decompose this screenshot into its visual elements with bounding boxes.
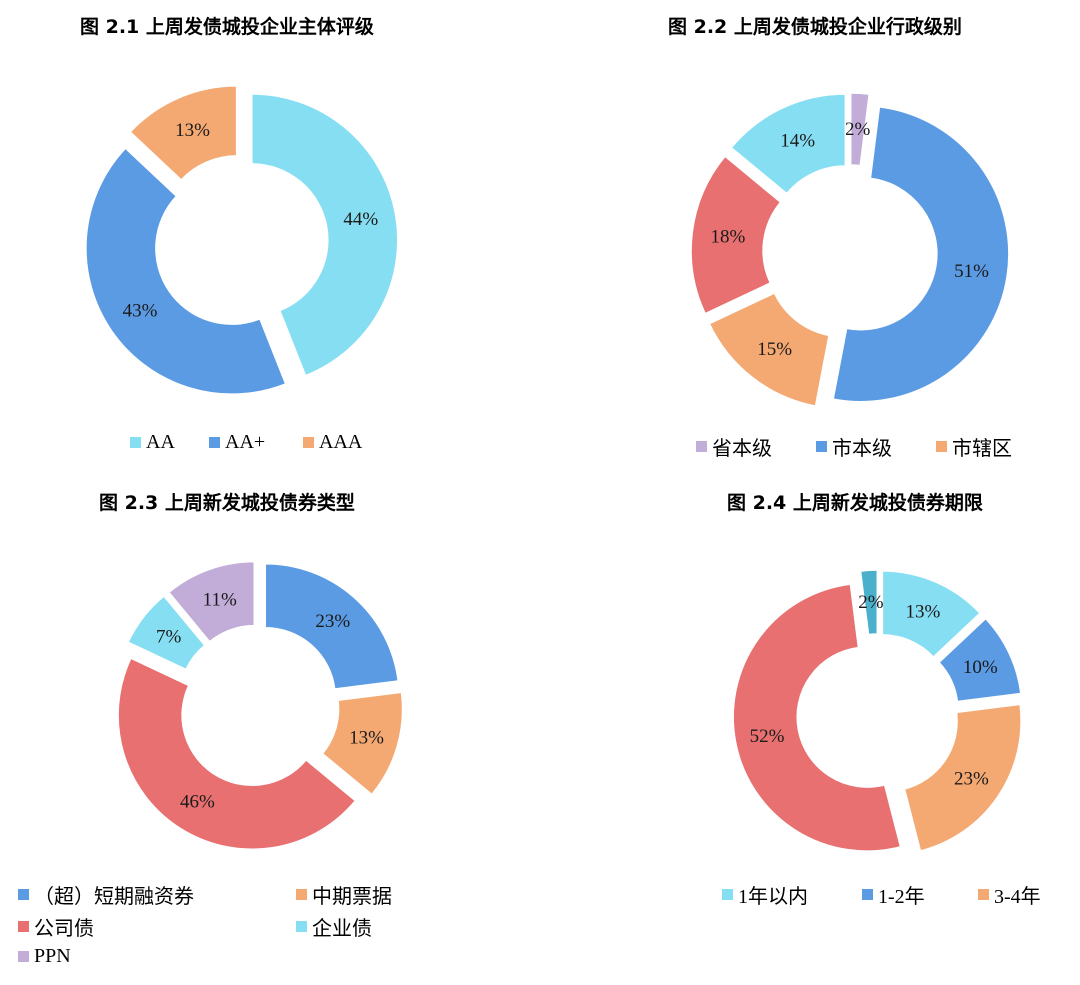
chart-4-title: 图 2.4 上周新发城投债券期限: [727, 492, 983, 514]
legend-item: AAA: [303, 431, 362, 454]
legend-label: 1-2年: [878, 886, 925, 908]
slice-data-label: 23%: [315, 611, 350, 632]
donut-slice: [264, 562, 400, 690]
legend-item: 1-2年: [862, 880, 925, 909]
legend-swatch: [978, 889, 989, 900]
donut-slice: [127, 594, 206, 671]
donut-slice: [859, 569, 879, 636]
legend-label: 市辖区: [952, 438, 1012, 460]
legend-swatch: [130, 437, 141, 448]
donut-slice: [321, 691, 404, 796]
legend-label: 公司债: [34, 918, 94, 940]
slice-data-label: 2%: [858, 592, 884, 613]
legend-label: 市本级: [832, 438, 892, 460]
slice-data-label: 11%: [203, 590, 237, 611]
legend-label: （超）短期融资券: [34, 886, 194, 908]
donut-slice: [117, 657, 357, 850]
slice-data-label: 52%: [750, 726, 785, 747]
legend-item: 省本级: [696, 432, 772, 461]
chart-2-title: 图 2.2 上周发债城投企业行政级别: [668, 16, 962, 38]
slice-data-label: 2%: [845, 119, 871, 140]
legend-label: PPN: [34, 945, 71, 967]
legend-swatch: [296, 889, 307, 900]
legend-swatch: [303, 437, 314, 448]
slice-data-label: 23%: [954, 769, 989, 790]
legend-swatch: [18, 951, 29, 962]
slice-data-label: 10%: [963, 657, 998, 678]
legend-label: 中期票据: [312, 886, 392, 908]
legend-item: 市本级: [816, 432, 892, 461]
legend-item: 中期票据: [296, 880, 392, 909]
donut-slice: [832, 106, 1010, 403]
legend-label: 3-4年: [994, 886, 1041, 908]
donut-slice: [690, 155, 782, 315]
donut-slice: [849, 92, 871, 167]
donut-slice: [903, 703, 1022, 852]
legend-swatch: [862, 889, 873, 900]
chart-1-title: 图 2.1 上周发债城投企业主体评级: [80, 16, 374, 38]
donut-slice: [251, 93, 399, 377]
legend-label: AAA: [319, 431, 363, 453]
legend-swatch: [722, 889, 733, 900]
legend-swatch: [296, 921, 307, 932]
legend-item: 公司债: [18, 912, 94, 941]
legend-item: 市辖区: [936, 432, 1012, 461]
legend-item: AA: [130, 431, 175, 454]
donut-slice: [708, 292, 830, 407]
legend-swatch: [18, 889, 29, 900]
donut-slice: [730, 93, 847, 195]
legend-swatch: [936, 441, 947, 452]
donut-slice: [85, 147, 287, 395]
legend-swatch: [18, 921, 29, 932]
donut-slice: [732, 583, 902, 852]
legend-item: PPN: [18, 945, 71, 968]
chart-3-title: 图 2.3 上周新发城投债券类型: [99, 492, 355, 514]
legend-label: 企业债: [312, 918, 372, 940]
legend-item: 企业债: [296, 912, 372, 941]
slice-data-label: 14%: [780, 131, 815, 152]
donut-slice: [129, 85, 238, 181]
slice-data-label: 44%: [343, 209, 378, 230]
donut-slice: [167, 560, 256, 643]
slice-data-label: 51%: [954, 261, 989, 282]
legend-label: 省本级: [712, 438, 772, 460]
slice-data-label: 7%: [156, 627, 182, 648]
slice-data-label: 15%: [757, 339, 792, 360]
slice-data-label: 43%: [123, 301, 158, 322]
slice-data-label: 13%: [349, 728, 384, 749]
legend-swatch: [816, 441, 827, 452]
legend-item: 1年以内: [722, 880, 808, 909]
legend-label: AA: [146, 431, 175, 453]
legend-swatch: [696, 441, 707, 452]
legend-item: 3-4年: [978, 880, 1041, 909]
legend-label: AA+: [225, 431, 266, 453]
slice-data-label: 46%: [180, 791, 215, 812]
slice-data-label: 13%: [175, 120, 210, 141]
slice-data-label: 18%: [711, 227, 746, 248]
legend-item: （超）短期融资券: [18, 880, 194, 909]
donut-slice: [937, 617, 1022, 703]
slice-data-label: 13%: [905, 601, 940, 622]
legend-label: 1年以内: [738, 886, 808, 908]
donut-slice: [881, 570, 982, 659]
legend-item: AA+: [209, 431, 265, 454]
legend-swatch: [209, 437, 220, 448]
